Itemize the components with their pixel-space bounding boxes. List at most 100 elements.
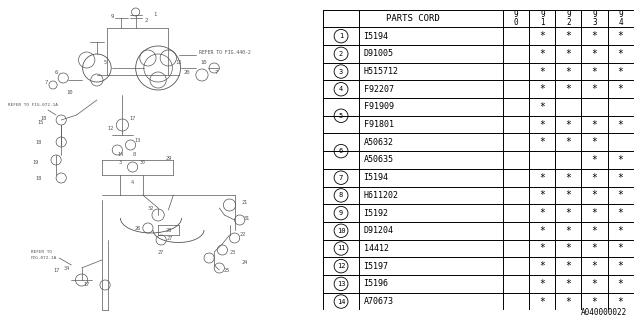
Text: *: * [540,208,545,218]
Text: 2: 2 [339,51,343,57]
Text: REFER TO FIG.440-2: REFER TO FIG.440-2 [199,50,251,54]
Text: 8: 8 [133,153,136,157]
Text: *: * [591,244,597,253]
Text: *: * [540,279,545,289]
Text: 18: 18 [36,140,42,145]
Text: *: * [566,190,572,200]
Text: 9
0: 9 0 [514,10,518,27]
Text: 4: 4 [131,180,134,185]
Text: 12: 12 [337,263,346,269]
Text: 2: 2 [144,18,147,22]
Text: *: * [591,226,597,236]
Text: *: * [566,226,572,236]
Text: 5: 5 [104,60,107,65]
Text: 27: 27 [166,236,172,241]
Text: *: * [566,208,572,218]
Text: F91801: F91801 [364,120,394,129]
Text: *: * [618,67,623,76]
Text: *: * [540,31,545,41]
Text: 31: 31 [244,215,250,220]
Text: *: * [540,49,545,59]
Text: 20: 20 [184,70,190,76]
Text: *: * [618,279,623,289]
Text: 28: 28 [165,228,172,233]
Text: A50635: A50635 [364,156,394,164]
Text: 9: 9 [111,13,114,19]
Text: 25: 25 [223,268,230,273]
Text: *: * [566,297,572,307]
Text: *: * [566,31,572,41]
Text: 13: 13 [134,138,141,142]
Text: REFER TO FIG.072-1A: REFER TO FIG.072-1A [8,103,58,107]
Text: *: * [566,279,572,289]
Text: 4: 4 [339,86,343,92]
Text: *: * [618,120,623,130]
Text: 9
2: 9 2 [566,10,571,27]
Text: *: * [566,49,572,59]
Text: 21: 21 [242,199,248,204]
Text: *: * [591,261,597,271]
Text: *: * [566,67,572,76]
Text: PARTS CORD: PARTS CORD [387,14,440,23]
Text: F92207: F92207 [364,85,394,94]
Text: *: * [591,84,597,94]
Text: 6: 6 [339,148,343,154]
Text: *: * [566,173,572,183]
Text: *: * [618,244,623,253]
Text: *: * [540,226,545,236]
Text: *: * [618,49,623,59]
Text: 7: 7 [339,175,343,181]
Text: 24: 24 [242,260,248,265]
Text: D91005: D91005 [364,49,394,58]
Text: *: * [591,67,597,76]
Text: 26: 26 [134,226,141,230]
Text: 3: 3 [119,161,122,165]
Text: *: * [591,49,597,59]
Text: 18: 18 [41,116,47,121]
Text: H611202: H611202 [364,191,399,200]
Text: *: * [618,297,623,307]
Text: *: * [591,208,597,218]
Text: 19: 19 [33,159,39,164]
Text: *: * [540,297,545,307]
Text: *: * [566,244,572,253]
Text: 9
3: 9 3 [592,10,597,27]
Text: 29: 29 [165,156,172,161]
Text: *: * [618,261,623,271]
Text: *: * [566,261,572,271]
Text: *: * [566,84,572,94]
Text: *: * [618,84,623,94]
Text: I5194: I5194 [364,32,388,41]
Text: 9
1: 9 1 [540,10,545,27]
Text: *: * [540,244,545,253]
Text: *: * [540,137,545,147]
Text: 32: 32 [148,205,154,211]
Text: 3: 3 [339,68,343,75]
Text: *: * [618,226,623,236]
Text: *: * [566,120,572,130]
Text: A50632: A50632 [364,138,394,147]
Text: 5: 5 [339,113,343,119]
Text: REFER TO: REFER TO [31,250,52,254]
Text: I5196: I5196 [364,279,388,288]
Text: A70673: A70673 [364,297,394,306]
Text: 12: 12 [107,125,113,131]
Text: 10: 10 [201,60,207,65]
Text: 1: 1 [339,33,343,39]
Text: 13: 13 [337,281,346,287]
Text: *: * [566,137,572,147]
Text: *: * [591,155,597,165]
Text: 34: 34 [63,266,69,270]
Text: 17: 17 [53,268,60,273]
Text: FIG.072-1A: FIG.072-1A [31,256,57,260]
Text: 23: 23 [229,250,236,254]
Text: 7: 7 [44,79,47,84]
Text: 10: 10 [66,90,72,94]
Text: *: * [540,67,545,76]
Text: 7: 7 [214,70,218,76]
Text: F91909: F91909 [364,102,394,111]
Text: *: * [591,279,597,289]
Text: D91204: D91204 [364,226,394,235]
Text: *: * [591,31,597,41]
Text: *: * [540,102,545,112]
